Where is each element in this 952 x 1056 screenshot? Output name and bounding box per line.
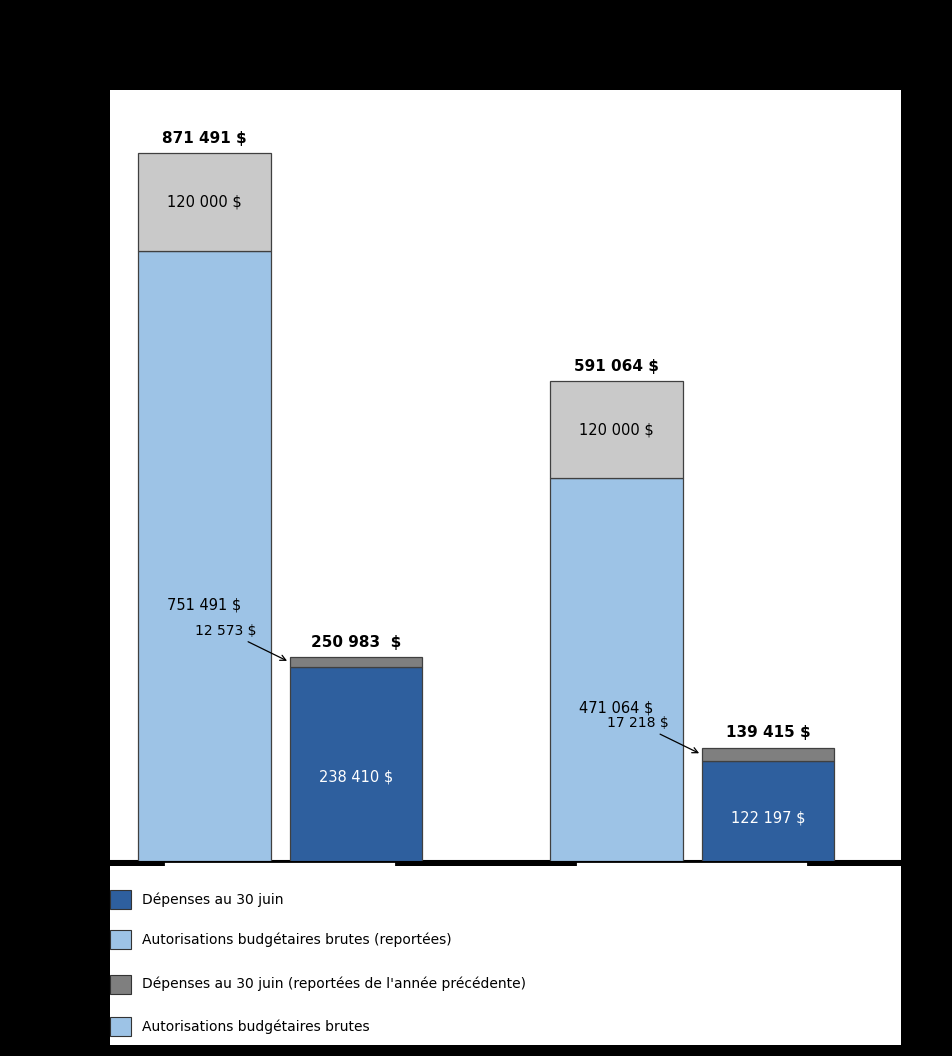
Text: 120 000 $: 120 000 $ <box>167 194 242 210</box>
Bar <box>138 251 270 861</box>
Text: Dépenses au 30 juin: Dépenses au 30 juin <box>142 892 283 907</box>
Bar <box>289 667 422 861</box>
Text: Autorisations budgétaires brutes (reportées): Autorisations budgétaires brutes (report… <box>142 932 451 947</box>
Bar <box>701 748 833 761</box>
Text: 250 983  $: 250 983 $ <box>310 635 401 649</box>
Text: Dépenses au 30 juin (reportées de l'année précédente): Dépenses au 30 juin (reportées de l'anné… <box>142 977 526 992</box>
Text: 471 064 $: 471 064 $ <box>579 700 653 715</box>
Bar <box>576 863 807 909</box>
Bar <box>549 381 682 478</box>
Text: 17 218 $: 17 218 $ <box>606 716 697 753</box>
Bar <box>549 478 682 861</box>
Text: Autorisations budgétaires brutes: Autorisations budgétaires brutes <box>142 1019 369 1034</box>
Bar <box>164 863 396 909</box>
Text: 238 410 $: 238 410 $ <box>318 770 392 785</box>
Bar <box>701 761 833 861</box>
Text: 751 491 $: 751 491 $ <box>167 597 241 612</box>
Text: 122 197 $: 122 197 $ <box>730 811 804 826</box>
Bar <box>289 657 422 667</box>
Text: 591 064 $: 591 064 $ <box>573 359 658 374</box>
Text: 871 491 $: 871 491 $ <box>162 131 247 146</box>
Text: 12 573 $: 12 573 $ <box>195 624 286 660</box>
Text: 120 000 $: 120 000 $ <box>579 422 653 437</box>
Bar <box>138 153 270 251</box>
Text: 139 415 $: 139 415 $ <box>724 725 809 740</box>
